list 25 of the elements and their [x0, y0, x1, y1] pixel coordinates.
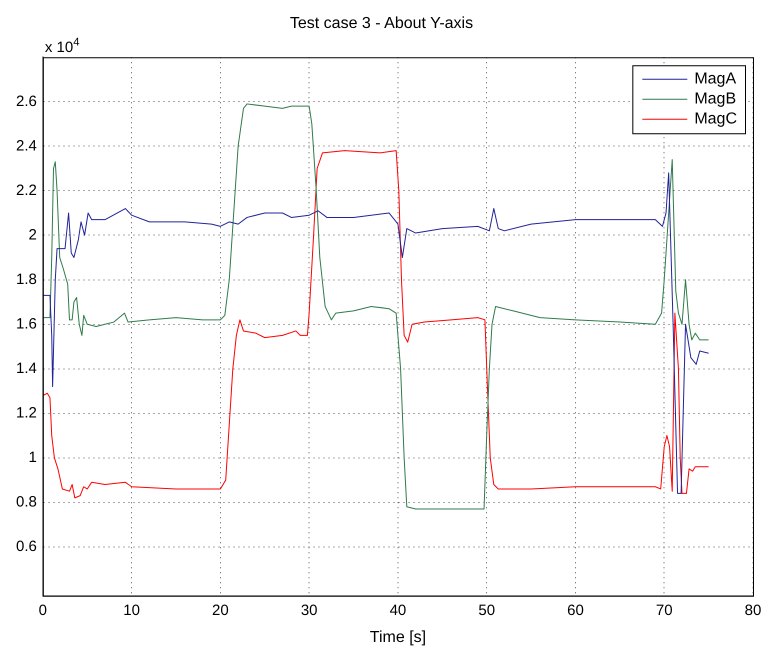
y-tick-label: 1.8 — [16, 270, 37, 288]
y-tick-label: 1 — [28, 448, 37, 466]
y-tick-label: 2.2 — [16, 182, 37, 199]
x-tick-label: 30 — [300, 602, 318, 619]
x-tick-label: 50 — [478, 602, 496, 619]
x-tick-label: 0 — [38, 602, 48, 619]
legend-label: MagC — [694, 110, 738, 128]
x-tick-label: 60 — [567, 602, 584, 619]
x-tick-label: 10 — [123, 602, 140, 619]
x-tick-label: 80 — [744, 602, 762, 619]
legend-label: MagB — [694, 90, 736, 108]
y-tick-label: 2 — [28, 226, 37, 244]
x-tick-label: 40 — [390, 602, 406, 619]
x-tick-label: 20 — [212, 602, 229, 619]
y-tick-label: 0.6 — [16, 538, 37, 555]
y-tick-label: 1.2 — [16, 404, 37, 422]
y-tick-label: 0.8 — [16, 493, 37, 510]
x-axis-title: Time [s] — [370, 628, 426, 646]
legend-label: MagA — [694, 70, 736, 88]
y-tick-label: 2.4 — [16, 137, 37, 154]
chart-title: Test case 3 - About Y-axis — [290, 15, 474, 32]
y-tick-label: 1.4 — [16, 360, 37, 377]
y-tick-label: 1.6 — [16, 315, 37, 332]
x-tick-label: 70 — [656, 602, 673, 619]
y-tick-label: 2.6 — [16, 92, 37, 110]
